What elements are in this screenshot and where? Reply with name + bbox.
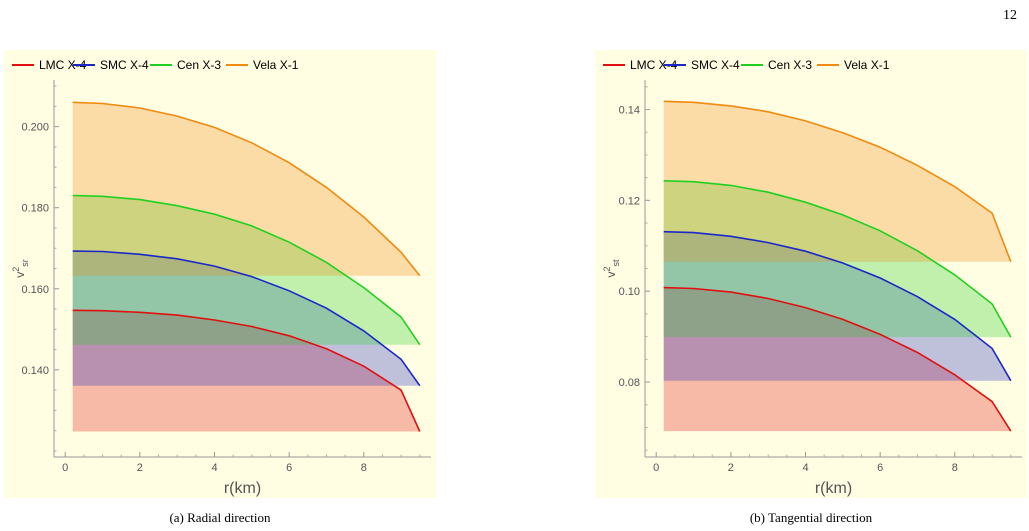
legend-label: SMC X-4: [100, 58, 149, 72]
y-axis-label: v2st: [602, 259, 621, 278]
series-fill-vela-x-1: [663, 101, 1011, 262]
series-fill-lmc-x-4: [663, 287, 1011, 432]
legend: LMC X-4 SMC X-4 Cen X-3 Vela X-1: [603, 58, 890, 72]
x-tick-label: 6: [286, 462, 292, 474]
legend: LMC X-4 SMC X-4 Cen X-3 Vela X-1: [12, 58, 299, 72]
x-tick-label: 0: [62, 462, 68, 474]
series-line-vela-x-1: [72, 101, 421, 277]
legend-label: LMC X-4: [630, 58, 678, 72]
series-line-cen-x-3: [72, 194, 421, 346]
tangential-chart-panel: 0 2 4 6 8 0.08 0.10 0.12 0.14 r(km) v2st LMC X-4 SMC…: [595, 50, 1027, 498]
series-lines: [72, 101, 421, 432]
y-tick-label: 0.10: [619, 286, 640, 298]
caption-tangential: (b) Tangential direction: [749, 510, 873, 525]
x-tick-label: 2: [137, 462, 143, 474]
x-axis-label: r(km): [224, 480, 261, 497]
x-axis-label: r(km): [815, 480, 852, 497]
y-axis-label-sup: 2: [11, 267, 21, 272]
series-fill-smc-x-4: [663, 231, 1011, 381]
page-number: 12: [1003, 8, 1017, 23]
y-tick-label: 0.140: [21, 365, 49, 377]
y-tick-label: 0.08: [619, 377, 640, 389]
series-fills: [72, 102, 420, 432]
y-axis-label-base: v: [13, 272, 27, 278]
y-axis-label: v2sr: [11, 259, 30, 278]
x-tick-label: 4: [211, 462, 217, 474]
radial-chart-panel: 0 2 4 6 8 0.140 0.160 0.180 0.200 r(km) v2sr LMC X-…: [4, 50, 436, 498]
series-line-smc-x-4: [72, 250, 421, 387]
legend-label: Cen X-3: [177, 58, 221, 72]
y-tick-label: 0.14: [619, 105, 640, 117]
y-tick-label: 0.200: [21, 122, 49, 134]
series-lines: [663, 100, 1012, 432]
series-fills: [663, 101, 1011, 432]
legend-label: Vela X-1: [253, 58, 299, 72]
x-tick-label: 2: [728, 462, 734, 474]
series-line-lmc-x-4: [72, 309, 421, 432]
legend-label: Cen X-3: [768, 58, 812, 72]
x-tick-label: 8: [952, 462, 958, 474]
series-line-smc-x-4: [663, 230, 1012, 382]
svg-text:v2st: v2st: [602, 259, 621, 278]
x-tick-label: 6: [877, 462, 883, 474]
y-tick-label: 0.180: [21, 203, 49, 215]
series-fill-vela-x-1: [72, 102, 420, 276]
legend-label: SMC X-4: [691, 58, 740, 72]
legend-label: Vela X-1: [844, 58, 890, 72]
x-tick-label: 8: [361, 462, 367, 474]
y-tick-label: 0.12: [619, 195, 640, 207]
caption-radial: (a) Radial direction: [169, 510, 271, 525]
x-tick-label: 0: [653, 462, 659, 474]
series-fill-cen-x-3: [72, 195, 420, 345]
series-line-cen-x-3: [663, 180, 1012, 338]
series-fill-cen-x-3: [663, 180, 1011, 338]
y-axis-label-sup: 2: [602, 267, 612, 272]
x-tick-label: 4: [802, 462, 808, 474]
y-axis-label-sub: sr: [20, 259, 30, 267]
series-line-lmc-x-4: [663, 286, 1012, 432]
y-tick-label: 0.160: [21, 284, 49, 296]
y-axis-label-sub: st: [611, 259, 621, 267]
y-axis-label-base: v: [604, 272, 618, 278]
legend-label: LMC X-4: [39, 58, 87, 72]
series-line-vela-x-1: [663, 100, 1012, 262]
series-fill-lmc-x-4: [72, 310, 420, 432]
svg-text:v2sr: v2sr: [11, 259, 30, 278]
